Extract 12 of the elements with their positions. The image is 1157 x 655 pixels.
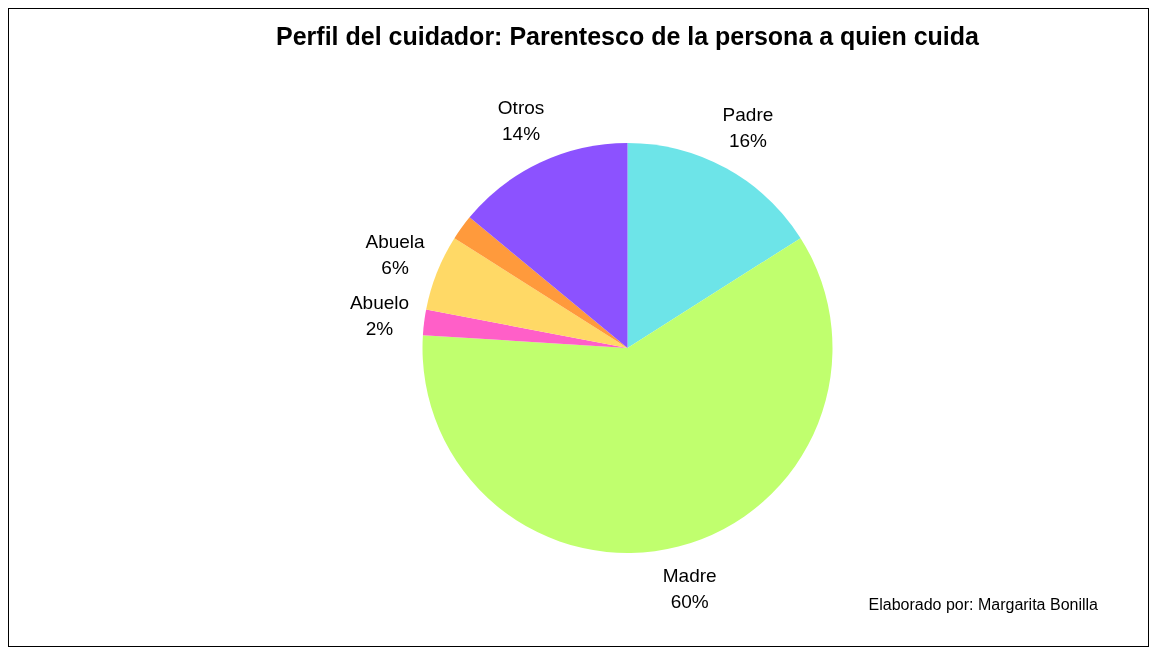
- data-label: 60%: [670, 591, 709, 613]
- chart-title: Perfil del cuidador: Parentesco de la persona a quien cuida: [276, 21, 981, 50]
- slice-label: Madre: [662, 565, 717, 587]
- slice-label: Otros: [497, 97, 545, 119]
- data-label: 6%: [381, 257, 409, 279]
- text: Elaborado por: Margarita Bonilla: [868, 596, 1099, 614]
- slice-label: Abuela: [365, 231, 426, 253]
- data-label: 16%: [728, 130, 768, 152]
- data-label: 14%: [502, 123, 541, 145]
- slice-label: Abuelo: [349, 291, 410, 313]
- slice-label: Padre: [722, 104, 774, 126]
- data-label: 2%: [365, 317, 394, 339]
